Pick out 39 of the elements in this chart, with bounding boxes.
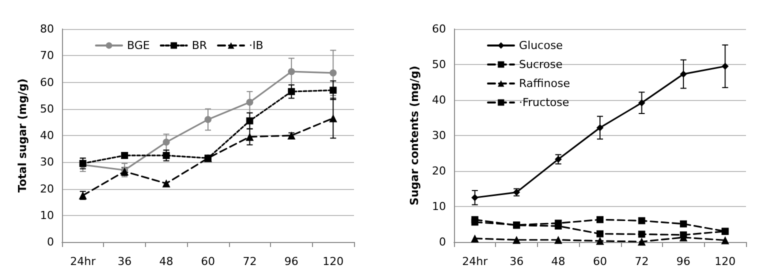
y-tick-label: 0 — [47, 236, 54, 248]
x-tick-label: 72 — [634, 255, 649, 268]
legend-label: Sucrose — [519, 58, 563, 71]
y-tick-label: 40 — [40, 129, 54, 142]
y-tick-label: 20 — [40, 182, 54, 196]
legend-label: Raffinose — [519, 77, 570, 90]
legend-label: BGE — [127, 39, 150, 52]
y-tick-label: 40 — [432, 94, 446, 106]
legend-label: Glucose — [519, 39, 564, 52]
y-tick-label: 70 — [40, 49, 54, 62]
y-tick-label: 60 — [432, 22, 446, 36]
x-tick-label: 24hr — [70, 255, 96, 268]
y-axis-title: Total sugar (mg/g) — [16, 78, 29, 193]
x-tick-label: 120 — [714, 255, 736, 268]
y-tick-label: 80 — [40, 22, 54, 36]
x-tick-label: 72 — [242, 255, 257, 268]
x-tick-label: 24hr — [462, 255, 488, 268]
y-tick-label: 60 — [40, 76, 54, 89]
legend-label: ·Fructose — [519, 96, 570, 109]
x-tick-label: 60 — [201, 255, 215, 268]
y-tick-label: 20 — [432, 164, 446, 178]
x-tick-label: 48 — [159, 255, 174, 268]
y-axis-title: Sugar contents (mg/g) — [408, 66, 421, 206]
x-tick-label: 48 — [551, 255, 566, 268]
legend-label: ·IB — [249, 39, 264, 52]
legend-label: BR — [192, 39, 208, 52]
x-tick-label: 120 — [322, 255, 344, 268]
x-tick-label: 60 — [593, 255, 607, 268]
y-tick-label: 50 — [40, 102, 54, 116]
y-tick-label: 50 — [432, 58, 446, 71]
x-tick-label: 36 — [118, 255, 132, 268]
y-tick-label: 10 — [40, 208, 54, 222]
x-tick-label: 96 — [676, 255, 690, 268]
y-tick-label: 0 — [439, 236, 446, 248]
x-tick-label: 96 — [284, 255, 298, 268]
x-tick-label: 36 — [510, 255, 524, 268]
y-tick-label: 10 — [432, 200, 446, 213]
y-tick-label: 30 — [432, 129, 446, 142]
y-tick-label: 30 — [40, 156, 54, 169]
